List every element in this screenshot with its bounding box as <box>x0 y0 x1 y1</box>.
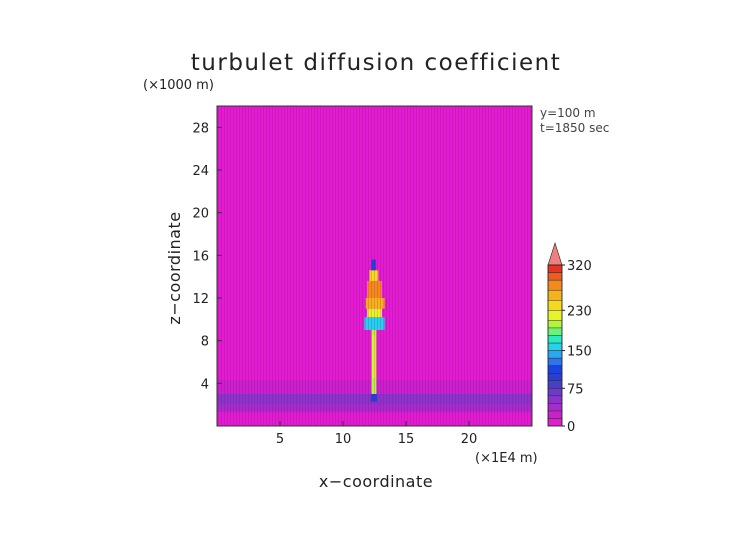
colorbar-frame <box>547 264 563 427</box>
colorbar-level-2 <box>547 403 563 412</box>
colorbar-level-14 <box>547 310 563 321</box>
x-tick-label-2: 15 <box>398 432 415 447</box>
y-tick-label-2: 12 <box>192 292 209 307</box>
colorbar-tick-label-2: 150 <box>567 345 592 360</box>
colorbar-level-6 <box>547 372 563 381</box>
colorbar-level-10 <box>547 342 563 351</box>
colorbar-level-15 <box>547 300 563 311</box>
colorbar-over-arrow <box>547 242 563 266</box>
colorbar-level-3 <box>547 395 563 404</box>
annotation-y-level: y=100 m <box>540 106 596 120</box>
chart-title: turbulet diffusion coefficient <box>191 50 561 76</box>
x-ticks: 5 10 15 20 <box>276 421 477 447</box>
y-ticks: 4 8 12 16 20 24 28 <box>192 121 222 392</box>
colorbar-level-1 <box>547 410 563 419</box>
colorbar-tick-label-1: 75 <box>567 382 584 397</box>
x-tick-label-1: 10 <box>335 432 352 447</box>
annotation-time: t=1850 sec <box>540 121 609 135</box>
colorbar-level-5 <box>547 380 563 389</box>
colorbar-level-0 <box>547 418 563 427</box>
colorbar: 0 75 150 230 320 <box>547 242 592 435</box>
field-grid-texture <box>217 106 532 426</box>
colorbar-level-8 <box>547 357 563 366</box>
colorbar-level-7 <box>547 365 563 374</box>
colorbar-level-11 <box>547 335 563 344</box>
y-tick-label-5: 24 <box>192 164 209 179</box>
x-tick-label-0: 5 <box>276 432 284 447</box>
y-tick-label-4: 20 <box>192 207 209 222</box>
y-tick-label-3: 16 <box>192 249 209 264</box>
colorbar-level-19 <box>547 264 563 273</box>
y-tick-label-1: 8 <box>201 335 209 350</box>
colorbar-level-13 <box>547 320 563 329</box>
colorbar-level-12 <box>547 327 563 336</box>
colorbar-tick-label-3: 230 <box>567 304 592 319</box>
y-axis-unit: (×1000 m) <box>143 78 214 93</box>
plot-frame <box>216 105 533 427</box>
colorbar-level-4 <box>547 388 563 397</box>
colorbar-level-17 <box>547 279 563 291</box>
x-axis-label: x−coordinate <box>319 472 433 491</box>
y-axis-label: z−coordinate <box>165 211 184 324</box>
x-axis-unit: (×1E4 m) <box>475 451 538 466</box>
colorbar-level-16 <box>547 289 563 301</box>
x-tick-label-3: 20 <box>461 432 478 447</box>
colorbar-tick-label-4: 320 <box>567 259 592 274</box>
y-tick-label-6: 28 <box>192 121 209 136</box>
colorbar-level-18 <box>547 272 563 281</box>
colorbar-tick-label-0: 0 <box>567 420 575 435</box>
colorbar-level-9 <box>547 350 563 359</box>
y-tick-label-0: 4 <box>201 377 209 392</box>
plot-area <box>216 105 533 427</box>
